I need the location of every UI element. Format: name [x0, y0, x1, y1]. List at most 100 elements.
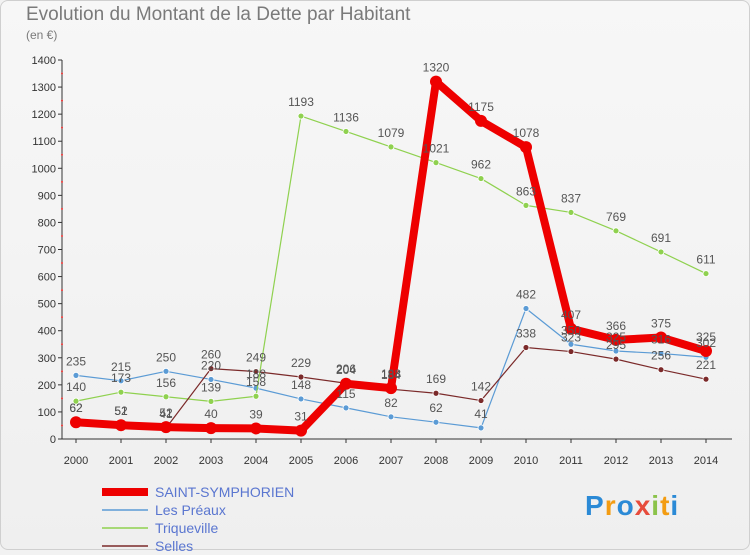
- data-label: 482: [516, 288, 536, 302]
- data-point: [655, 331, 667, 344]
- data-label: 31: [294, 410, 308, 424]
- data-point: [700, 345, 712, 358]
- y-tick-label: 200: [38, 380, 56, 392]
- data-point: [387, 413, 395, 421]
- data-point: [657, 366, 665, 374]
- data-point: [522, 305, 530, 312]
- data-point: [72, 371, 80, 379]
- data-point: [657, 248, 665, 256]
- logo-letter: P: [585, 490, 605, 521]
- line-chart: 0 100 200 300 400 500 600 700 800 900 1000 1100 1200…: [32, 55, 732, 467]
- y-tick-label: 1300: [32, 82, 56, 94]
- data-point: [342, 404, 350, 412]
- data-label: 235: [66, 354, 86, 368]
- data-point: [612, 355, 620, 363]
- y-minor-tick: [61, 126, 63, 129]
- data-label: 1079: [378, 126, 405, 140]
- data-label: 350: [561, 323, 581, 337]
- logo-letter: o: [616, 490, 635, 521]
- data-label: 52: [159, 406, 173, 420]
- data-point: [567, 209, 575, 216]
- data-label: 142: [471, 380, 491, 394]
- y-minor-tick: [61, 289, 63, 292]
- data-point: [117, 388, 125, 396]
- data-point: [252, 368, 260, 375]
- data-label: 206: [336, 362, 356, 376]
- data-point: [297, 395, 305, 403]
- data-point: [117, 377, 125, 385]
- y-tick-label: 1100: [32, 136, 56, 148]
- data-point: [702, 375, 710, 383]
- data-label: 260: [201, 348, 221, 362]
- data-label: 41: [159, 407, 173, 421]
- data-label: 40: [204, 407, 218, 421]
- data-point: [297, 112, 305, 120]
- x-tick-label: 2006: [334, 455, 358, 467]
- y-tick-label: 400: [38, 326, 56, 338]
- data-label: 302: [696, 336, 716, 350]
- data-point: [657, 350, 665, 357]
- y-minor-tick: [61, 180, 63, 183]
- data-label: 1193: [288, 95, 314, 109]
- y-minor-tick: [61, 153, 63, 156]
- data-label: 139: [201, 380, 221, 394]
- data-point: [520, 141, 532, 154]
- data-point: [250, 422, 262, 435]
- data-label: 338: [516, 326, 536, 340]
- y-tick-label: 1400: [32, 55, 56, 67]
- logo-letter: i: [670, 490, 680, 521]
- x-tick-label: 2005: [289, 455, 313, 467]
- data-point: [477, 397, 485, 404]
- x-tick-label: 2011: [559, 455, 583, 467]
- y-minor-tick: [61, 343, 63, 346]
- data-point: [205, 422, 217, 435]
- data-point: [252, 392, 260, 400]
- data-label: 41: [474, 407, 488, 421]
- y-tick-label: 300: [38, 353, 56, 365]
- data-label: 1136: [333, 110, 359, 124]
- data-label: 62: [69, 401, 83, 415]
- y-tick-label: 900: [38, 190, 56, 202]
- data-label: 169: [426, 372, 446, 386]
- data-label: 1320: [423, 61, 450, 75]
- logo-letter: x: [634, 490, 652, 521]
- legend-swatch-les-preaux: [102, 509, 148, 511]
- data-label: 148: [291, 378, 311, 392]
- data-label: 837: [561, 191, 581, 205]
- data-point: [115, 419, 127, 432]
- data-label: 316: [651, 332, 671, 346]
- data-point: [477, 175, 485, 182]
- legend-label: Selles: [155, 538, 194, 554]
- x-tick-label: 2009: [469, 455, 493, 467]
- data-label: 1021: [423, 142, 450, 156]
- data-point: [430, 75, 442, 88]
- data-label: 115: [336, 387, 355, 401]
- data-point: [72, 397, 80, 405]
- data-point: [567, 340, 575, 348]
- data-label: 1175: [468, 100, 494, 114]
- data-label: 52: [114, 404, 128, 418]
- data-label: 204: [336, 363, 356, 377]
- data-label: 188: [381, 367, 401, 381]
- data-label: 325: [696, 330, 716, 344]
- data-label: 407: [561, 308, 581, 322]
- legend-swatch-selles: [102, 545, 148, 547]
- y-minor-tick: [61, 262, 63, 265]
- data-point: [567, 348, 575, 355]
- y-tick-label: 700: [38, 245, 56, 257]
- data-point: [207, 397, 215, 405]
- y-minor-tick: [61, 207, 63, 210]
- x-tick-label: 2007: [379, 455, 403, 467]
- y-minor-tick: [61, 370, 63, 373]
- data-label: 366: [606, 319, 626, 333]
- data-label: 769: [606, 210, 626, 224]
- legend-label: Triqueville: [155, 520, 219, 536]
- data-label: 295: [606, 338, 626, 352]
- y-tick-label: 500: [38, 299, 56, 311]
- x-tick-label: 2001: [109, 455, 133, 467]
- data-label: 256: [651, 349, 671, 363]
- legend-swatch-triqueville: [102, 527, 148, 529]
- y-tick-label: 1000: [32, 163, 56, 175]
- data-point: [342, 128, 350, 135]
- legend-label: SAINT-SYMPHORIEN: [155, 484, 295, 500]
